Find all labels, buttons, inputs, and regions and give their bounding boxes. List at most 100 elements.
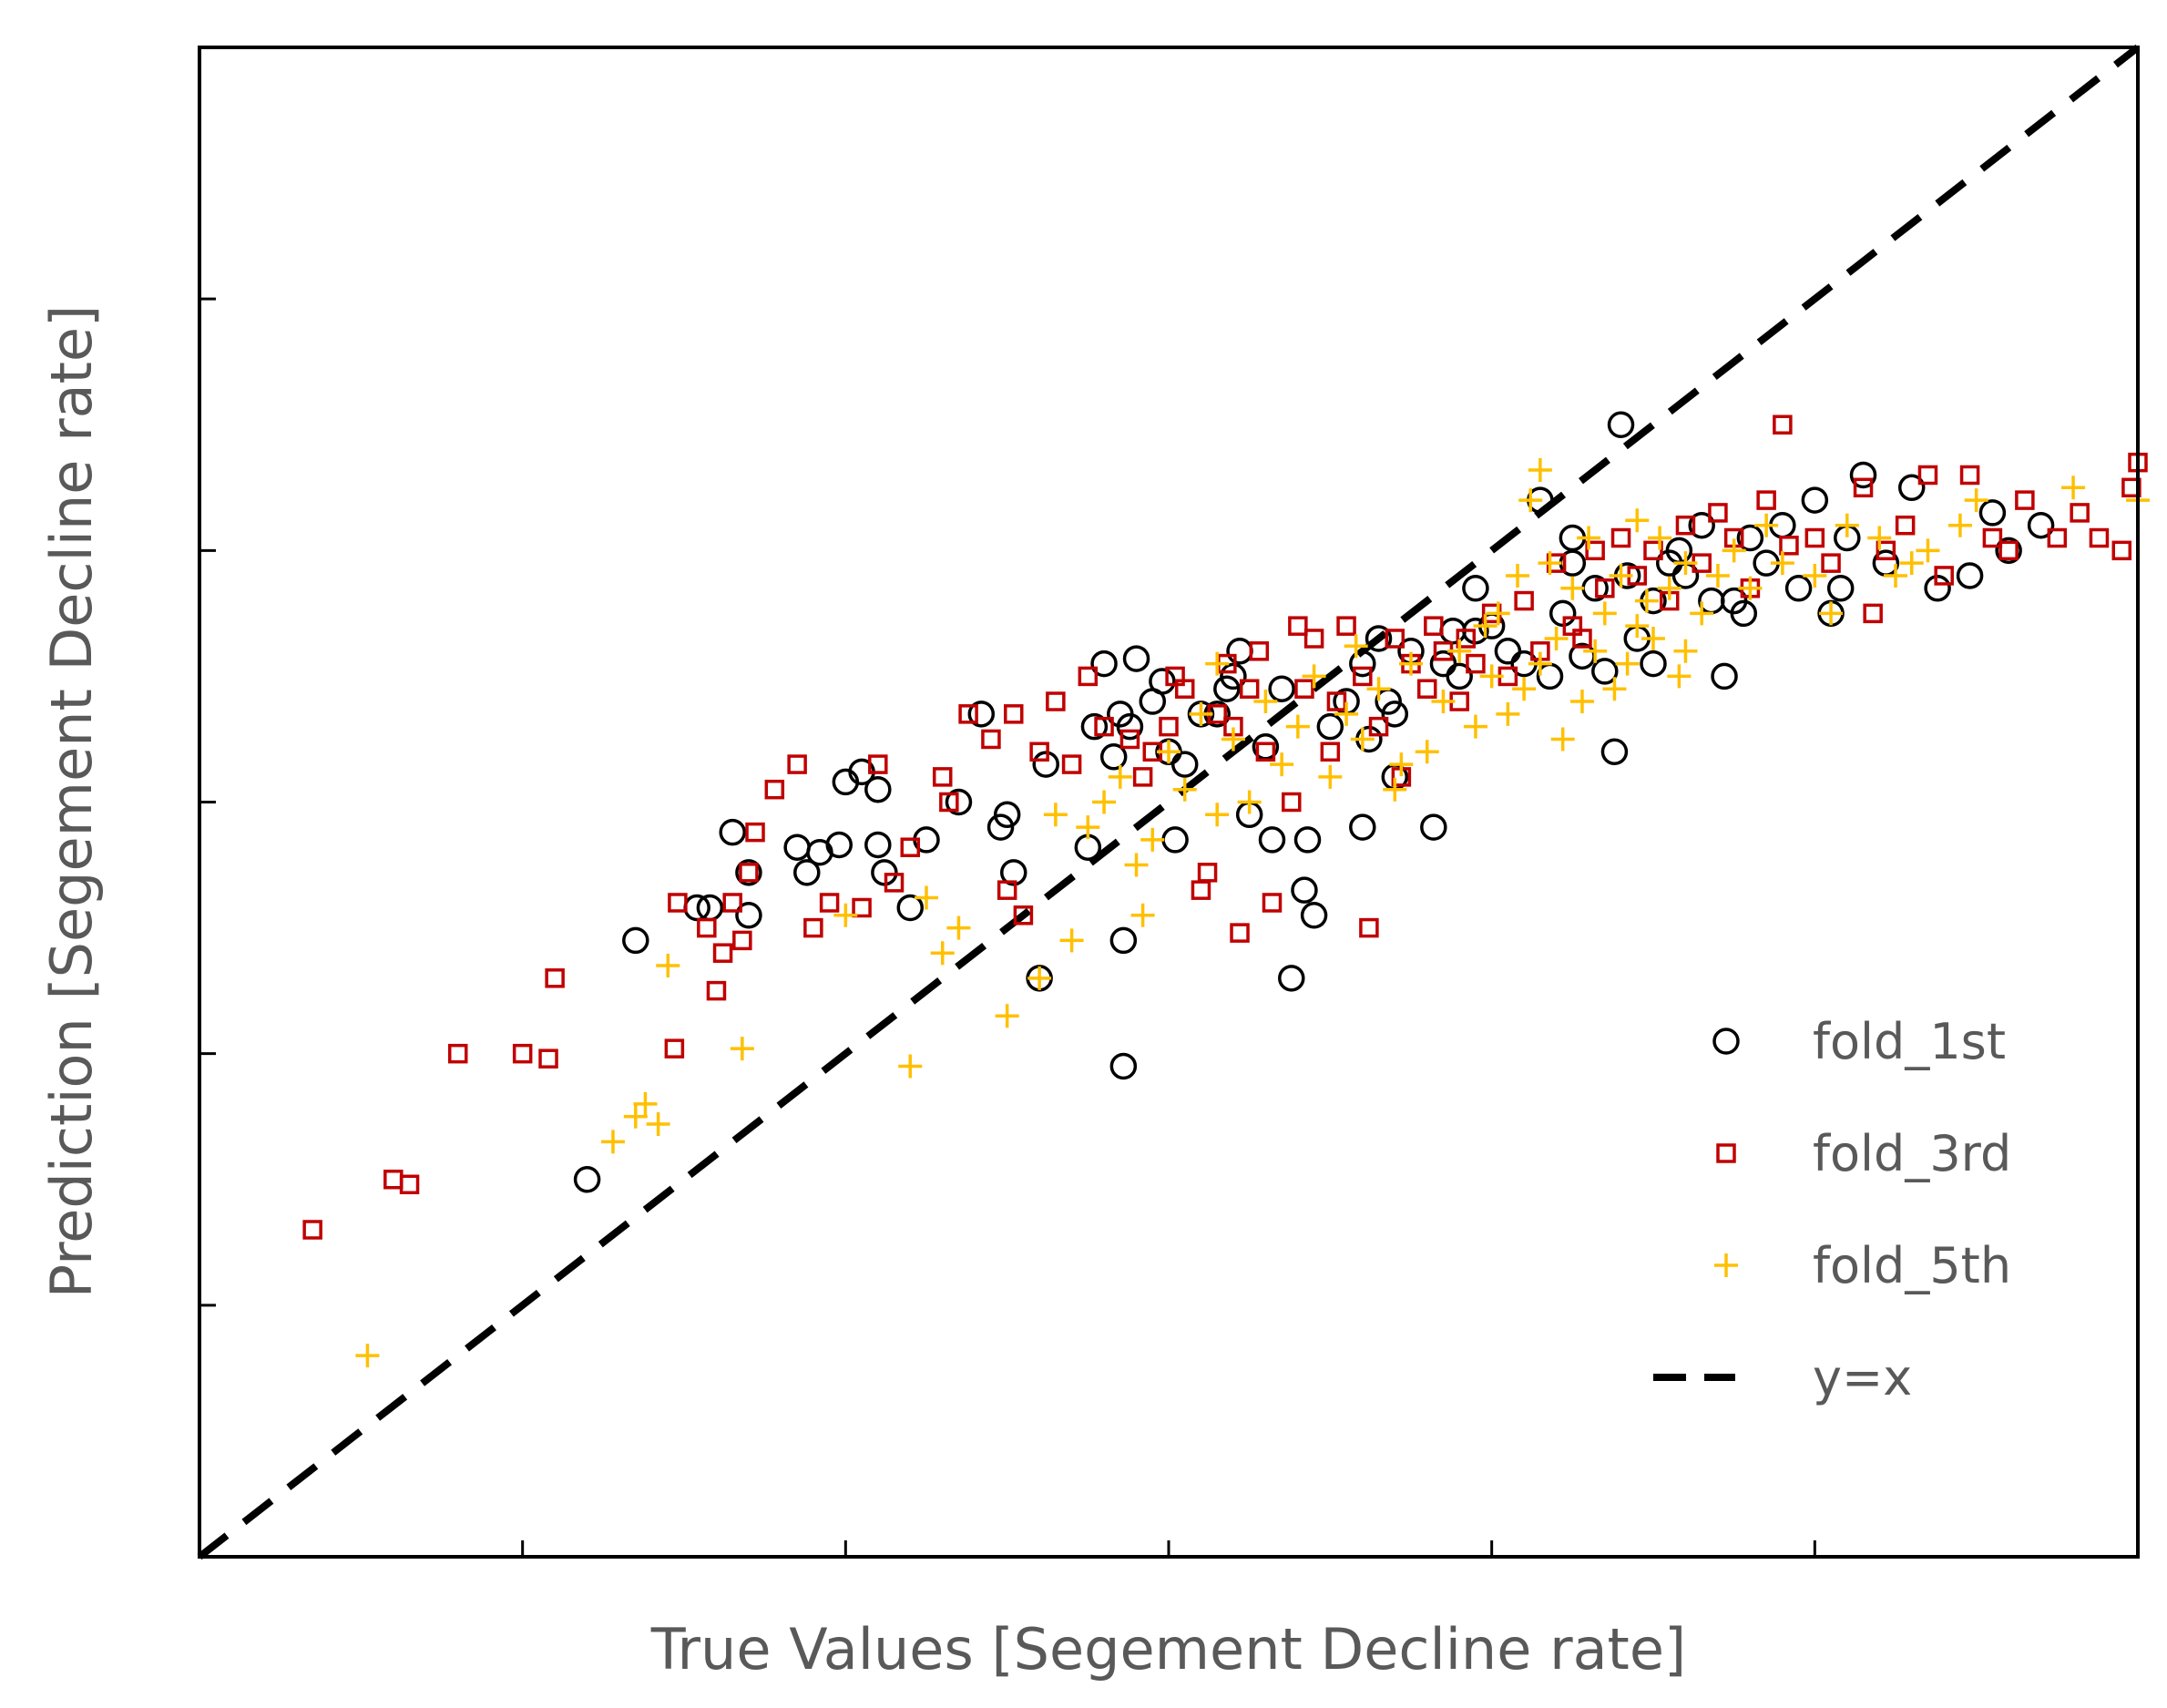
legend-item: fold_3rd <box>1716 1125 2011 1182</box>
fold_5th-point <box>1496 701 1520 726</box>
fold_5th-point <box>730 1037 754 1061</box>
fold_1st-point <box>1784 575 1813 602</box>
fold_3rd-point <box>1424 616 1444 636</box>
fold_5th-point <box>1059 928 1084 953</box>
fold_3rd-point <box>732 930 752 951</box>
fold_5th-point <box>1205 803 1230 827</box>
fold_5th-point <box>1518 488 1543 513</box>
fold_5th-point <box>1237 790 1262 814</box>
fold_3rd-point <box>1416 679 1437 699</box>
fold_5th-point <box>1350 727 1375 752</box>
fold_1st-point <box>1607 411 1635 438</box>
fold_5th-point <box>633 1091 658 1116</box>
fold_5th-point <box>1754 513 1779 537</box>
legend-item: y=x <box>1653 1349 1912 1406</box>
fold_3rd-point <box>1779 536 1799 556</box>
fold_3rd-point <box>1029 741 1049 762</box>
fold_3rd-point <box>1756 490 1776 510</box>
fold_3rd-point <box>1159 716 1179 737</box>
fold_3rd-point <box>1119 729 1140 750</box>
fold_3rd-point <box>1004 704 1024 724</box>
fold_5th-point <box>1318 764 1343 789</box>
fold_5th-point <box>1899 551 1924 576</box>
fold_1st-point <box>1956 562 1984 589</box>
fold_5th-point <box>646 1111 670 1136</box>
axis-ticks <box>199 297 1816 1557</box>
fold_5th-point <box>355 1344 380 1368</box>
fold_3rd-point <box>852 897 872 918</box>
fold_1st-point <box>1924 575 1951 602</box>
fold_5th-point <box>1473 614 1497 639</box>
plot-frame <box>198 46 2140 1559</box>
fold_5th-point <box>1602 677 1627 701</box>
fold_5th-point <box>898 1054 923 1079</box>
fold_3rd-point <box>1876 540 1896 561</box>
fold_3rd-point <box>1262 893 1283 913</box>
fold_5th-point <box>1092 790 1117 814</box>
fold_3rd-point <box>1466 653 1486 674</box>
fold_5th-point <box>915 885 938 910</box>
fold_5th-point <box>1634 588 1659 613</box>
fold_3rd-point <box>997 880 1017 900</box>
fold_5th-point <box>1738 576 1763 600</box>
fold_3rd-point <box>538 1048 558 1069</box>
fold_5th-point <box>1512 677 1537 701</box>
fold_3rd-point <box>1804 527 1825 548</box>
fold_3rd-point <box>819 893 840 913</box>
fold_1st-point <box>622 926 649 955</box>
fold_3rd-point <box>1959 465 1980 486</box>
fold_1st-point <box>1688 511 1715 539</box>
fold_5th-point <box>1157 740 1181 764</box>
legend-label: fold_1st <box>1813 1013 2006 1070</box>
fold_5th-point <box>1592 601 1617 626</box>
fold_5th-point <box>1140 827 1165 852</box>
fold_1st-point <box>806 838 833 866</box>
fold_5th-point <box>995 1004 1019 1028</box>
fold_1st-point <box>1381 701 1409 728</box>
fold_3rd-point <box>2070 503 2090 523</box>
fold_1st-point <box>1462 575 1489 602</box>
fold_3rd-point <box>1336 616 1356 636</box>
fold_3rd-point <box>399 1174 420 1195</box>
fold_5th-point <box>1835 513 1859 537</box>
fold_3rd-point <box>1456 629 1477 649</box>
fold_5th-point <box>1803 563 1827 588</box>
fold_1st-point <box>1995 537 2022 565</box>
fold_3rd-point <box>764 779 785 800</box>
fold_3rd-point <box>1013 905 1034 926</box>
fold_5th-point <box>1486 601 1510 626</box>
fold_3rd-point <box>2015 490 2035 510</box>
fold_3rd-point <box>900 837 921 857</box>
fold_1st-point <box>1000 859 1027 886</box>
fold_1st-point <box>1300 902 1328 929</box>
fold_5th-point <box>1770 551 1794 576</box>
fold_3rd-point <box>545 968 565 988</box>
fold_3rd-point <box>706 980 727 1001</box>
fold_5th-point <box>1947 513 1972 537</box>
fold_5th-point <box>1221 727 1245 752</box>
fold_5th-point <box>1383 777 1407 802</box>
fold_1st-point <box>896 894 925 922</box>
fold_3rd-point <box>1514 590 1534 611</box>
fold_5th-point <box>1615 651 1640 676</box>
fold_1st-point <box>793 859 821 886</box>
fold_5th-point <box>2061 476 2086 500</box>
fold_3rd-point <box>1610 527 1631 548</box>
fold_5th-point <box>1690 601 1714 626</box>
fold_5th-point <box>833 903 858 927</box>
fold_3rd-point <box>1917 465 1938 486</box>
fold_1st-point <box>1293 826 1322 854</box>
fold_5th-point <box>1648 526 1672 550</box>
fold_5th-point <box>1964 488 1988 513</box>
fold_5th-point <box>1667 664 1692 689</box>
fold_3rd-point <box>2047 527 2068 548</box>
fold_5th-point <box>1673 639 1698 663</box>
fold_3rd-point <box>1230 923 1250 943</box>
fold_3rd-point <box>1643 540 1663 561</box>
fold_3rd-point <box>664 1038 685 1059</box>
fold_1st-point <box>1122 645 1150 672</box>
fold_3rd-point <box>1061 754 1082 774</box>
fold_3rd-point <box>1998 540 2019 561</box>
fold_3rd-point <box>1385 629 1405 649</box>
fold_1st-point <box>1291 876 1318 904</box>
